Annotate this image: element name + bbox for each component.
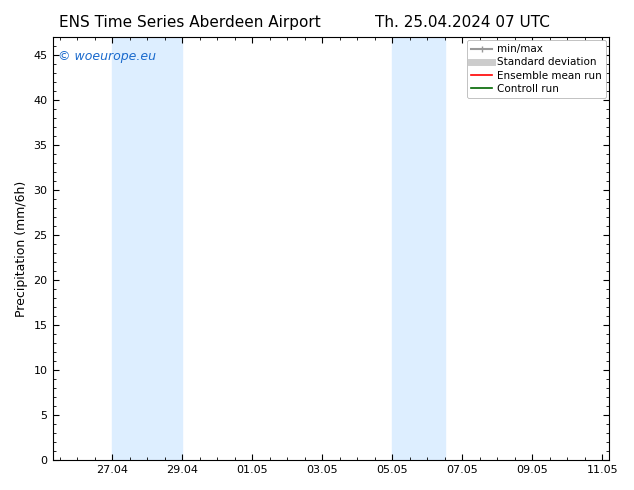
Legend: min/max, Standard deviation, Ensemble mean run, Controll run: min/max, Standard deviation, Ensemble me… bbox=[467, 40, 606, 98]
Bar bbox=[112, 37, 183, 460]
Text: © woeurope.eu: © woeurope.eu bbox=[58, 50, 156, 63]
Text: ENS Time Series Aberdeen Airport: ENS Time Series Aberdeen Airport bbox=[60, 15, 321, 30]
Text: Th. 25.04.2024 07 UTC: Th. 25.04.2024 07 UTC bbox=[375, 15, 550, 30]
Bar bbox=[392, 37, 445, 460]
Y-axis label: Precipitation (mm/6h): Precipitation (mm/6h) bbox=[15, 180, 28, 317]
